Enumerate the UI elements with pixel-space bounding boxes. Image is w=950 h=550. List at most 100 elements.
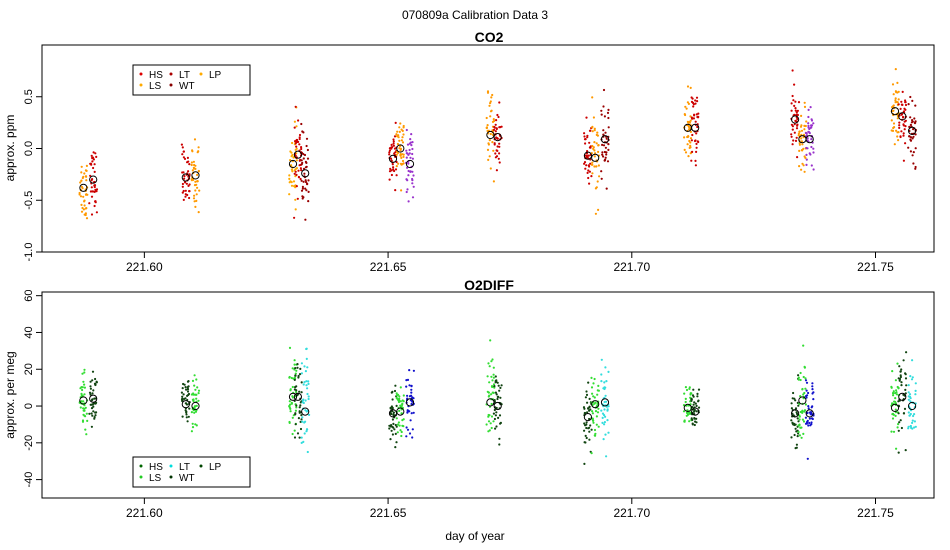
co2-data-point	[498, 142, 501, 145]
o2diff-data-point	[388, 424, 391, 427]
o2diff-data-point	[89, 387, 92, 390]
co2-data-point	[297, 140, 300, 143]
co2-data-point	[299, 167, 302, 170]
co2-data-point	[409, 141, 412, 144]
o2diff-data-point	[802, 375, 805, 379]
co2-data-point	[602, 155, 605, 158]
co2-data-point	[607, 108, 610, 111]
co2-data-point	[190, 179, 193, 182]
co2-data-point	[498, 145, 501, 148]
co2-data-point	[85, 164, 88, 167]
co2-data-point	[591, 144, 594, 148]
o2diff-data-point	[909, 397, 912, 400]
co2-data-point	[694, 99, 697, 102]
co2-data-point	[307, 179, 310, 182]
o2diff-data-point	[590, 428, 593, 431]
co2-data-point	[388, 149, 391, 152]
co2-data-point	[591, 130, 594, 133]
o2diff-data-point	[592, 382, 595, 385]
co2-data-point	[890, 129, 893, 132]
o2diff-xtick-label: 221.65	[370, 506, 407, 520]
co2-data-point	[697, 116, 700, 119]
o2diff-data-point	[398, 397, 401, 400]
o2diff-data-point	[604, 394, 607, 397]
co2-data-point	[595, 165, 598, 168]
co2-data-point	[794, 139, 798, 142]
co2-data-point	[301, 187, 304, 190]
o2diff-data-point	[588, 438, 591, 441]
o2diff-ytick-label: 40	[23, 326, 35, 338]
co2-data-point	[195, 199, 198, 202]
o2diff-data-point	[601, 421, 604, 424]
o2diff-data-point	[904, 449, 907, 452]
co2-data-point	[798, 143, 802, 146]
o2diff-data-point	[584, 396, 588, 399]
o2diff-data-point	[798, 418, 801, 421]
o2diff-data-point	[83, 368, 86, 371]
o2diff-data-point	[492, 366, 495, 369]
co2-data-point	[79, 195, 83, 198]
co2-data-point	[904, 119, 908, 122]
co2-group-mean-marker	[89, 175, 98, 184]
co2-data-point	[398, 126, 401, 129]
o2diff-data-point	[494, 375, 497, 378]
o2diff-data-point	[892, 391, 895, 395]
co2-ytick-label: 0.5	[23, 89, 35, 104]
co2-legend-swatch	[199, 72, 203, 76]
co2-data-point	[901, 115, 905, 119]
o2diff-group-mean-marker	[600, 398, 610, 407]
o2diff-data-point	[592, 419, 595, 422]
co2-data-point	[412, 185, 415, 188]
co2-data-point	[805, 153, 808, 156]
co2-data-point	[390, 169, 393, 172]
o2diff-data-point	[791, 397, 794, 400]
co2-data-point	[402, 153, 405, 156]
o2diff-data-point	[900, 381, 903, 384]
o2diff-data-point	[908, 393, 912, 396]
co2-data-point	[190, 161, 193, 164]
o2diff-data-point	[391, 433, 394, 436]
o2diff-data-point	[194, 388, 197, 391]
o2diff-data-point	[182, 393, 185, 396]
o2diff-data-point	[396, 431, 399, 434]
o2diff-data-point	[304, 399, 307, 402]
co2-data-point	[296, 197, 299, 200]
o2diff-data-point	[391, 418, 394, 421]
co2-data-point	[587, 169, 590, 172]
co2-data-point	[897, 131, 900, 134]
o2diff-data-point	[294, 409, 297, 412]
o2diff-data-point	[682, 410, 686, 413]
o2diff-data-point	[186, 380, 190, 383]
o2diff-data-point	[582, 406, 586, 409]
co2-data-point	[893, 143, 896, 146]
o2diff-data-point	[692, 395, 695, 398]
co2-data-point	[394, 168, 398, 171]
co2-data-point	[302, 157, 305, 160]
o2diff-data-point	[803, 409, 807, 412]
o2diff-data-point	[914, 382, 917, 385]
co2-data-point	[897, 139, 900, 142]
co2-data-point	[604, 131, 607, 134]
o2diff-data-point	[797, 374, 800, 377]
co2-data-point	[800, 114, 803, 117]
co2-data-point	[190, 163, 193, 167]
o2diff-data-point	[291, 385, 294, 389]
o2diff-data-point	[80, 394, 83, 397]
co2-data-point	[192, 197, 196, 200]
co2-data-point	[410, 133, 413, 136]
co2-data-point	[396, 151, 400, 154]
co2-data-point	[411, 196, 415, 199]
co2-data-point	[690, 139, 694, 142]
co2-data-point	[605, 153, 608, 156]
o2diff-data-point	[692, 403, 695, 406]
o2diff-data-point	[899, 370, 902, 373]
co2-data-point	[684, 105, 687, 108]
o2diff-data-point	[288, 420, 291, 424]
o2diff-data-point	[298, 436, 301, 439]
o2diff-data-point	[407, 409, 410, 413]
o2diff-data-point	[689, 393, 692, 396]
o2diff-data-point	[90, 399, 94, 402]
co2-data-point	[898, 126, 901, 129]
o2diff-ytick-label: 20	[23, 363, 35, 375]
co2-data-point	[302, 153, 305, 156]
